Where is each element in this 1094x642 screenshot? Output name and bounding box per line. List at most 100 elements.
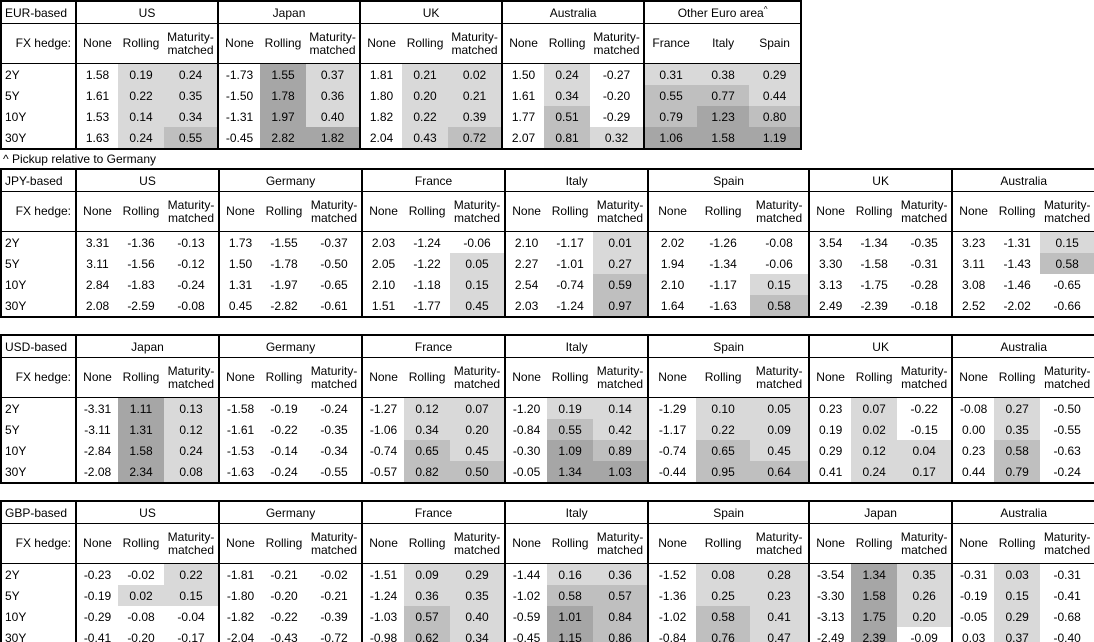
data-cell: -0.29 bbox=[602, 109, 631, 124]
data-cell: -0.19 bbox=[951, 585, 995, 606]
data-cell: 0.03 bbox=[994, 563, 1041, 585]
data-cell: 0.80 bbox=[749, 106, 802, 127]
data-cell: 2.10 bbox=[647, 274, 697, 295]
data-cell: 0.58 bbox=[547, 585, 594, 606]
data-cell: 1.94 bbox=[647, 253, 697, 274]
data-cell: -1.73 bbox=[217, 63, 261, 85]
data-cell: -0.65 bbox=[1053, 277, 1081, 292]
data-cell: 1.73 bbox=[218, 231, 262, 253]
data-cell: 0.22 bbox=[118, 85, 164, 106]
data-cell: 0.86 bbox=[593, 627, 649, 642]
data-cell: -0.45 bbox=[217, 127, 261, 149]
data-cell: -1.58 bbox=[860, 256, 888, 271]
data-cell: -2.08 bbox=[75, 461, 118, 483]
data-cell: 0.51 bbox=[544, 106, 591, 127]
data-cell: -1.53 bbox=[218, 440, 262, 461]
data-cell: 0.58 bbox=[994, 440, 1041, 461]
data-cell: 0.89 bbox=[593, 440, 649, 461]
hedge-type-header: None bbox=[808, 357, 852, 398]
data-cell: -1.17 bbox=[709, 277, 737, 292]
data-cell: 0.09 bbox=[404, 563, 451, 585]
data-cell: -0.35 bbox=[320, 422, 348, 437]
data-cell: 0.37 bbox=[994, 627, 1041, 642]
country-group-header: France bbox=[361, 169, 506, 192]
hedge-type-header: None bbox=[951, 191, 995, 232]
tenor-label: 30Y bbox=[5, 130, 27, 145]
data-cell: -0.05 bbox=[951, 606, 995, 627]
country-group-header: Australia bbox=[501, 1, 645, 24]
data-cell: -0.57 bbox=[361, 461, 405, 483]
data-cell: -1.63 bbox=[709, 298, 737, 313]
country-group-header: Germany bbox=[218, 501, 363, 524]
data-cell: 0.31 bbox=[643, 63, 698, 85]
data-cell: -1.18 bbox=[413, 277, 441, 292]
data-cell: -1.17 bbox=[647, 419, 697, 440]
data-cell: 0.77 bbox=[697, 85, 750, 106]
hedge-type-header: Rolling bbox=[696, 357, 751, 398]
data-cell: 0.23 bbox=[951, 440, 995, 461]
hedge-type-header: None bbox=[951, 523, 995, 564]
data-cell: -0.31 bbox=[910, 256, 938, 271]
data-cell: 0.08 bbox=[164, 461, 220, 483]
data-cell: -0.61 bbox=[320, 298, 348, 313]
data-cell: 0.09 bbox=[750, 419, 810, 440]
hedge-type-header: Rolling bbox=[260, 23, 307, 64]
data-cell: 1.34 bbox=[547, 461, 594, 483]
data-cell: 0.08 bbox=[696, 563, 751, 585]
data-cell: -0.50 bbox=[1053, 401, 1081, 416]
usd-based-table: USD-based Japan Germany France Italy Spain UK A… bbox=[0, 334, 1094, 484]
hedge-type-header: None bbox=[504, 357, 548, 398]
data-cell: 1.75 bbox=[851, 606, 898, 627]
hedge-type-header: Rolling bbox=[402, 23, 449, 64]
base-currency-label: USD-based bbox=[1, 335, 76, 358]
fx-hedge-label: FX hedge: bbox=[1, 523, 76, 564]
hedge-type-header: Rolling bbox=[261, 191, 308, 232]
data-cell: 3.30 bbox=[808, 253, 852, 274]
data-cell: -0.30 bbox=[504, 440, 548, 461]
data-cell: 1.63 bbox=[75, 127, 118, 149]
fx-hedge-label: FX hedge: bbox=[1, 23, 76, 64]
data-cell: 1.82 bbox=[306, 127, 361, 149]
data-cell: -1.55 bbox=[270, 235, 298, 250]
data-cell: -1.77 bbox=[413, 298, 441, 313]
data-cell: 1.97 bbox=[260, 106, 307, 127]
data-cell: 1.82 bbox=[359, 106, 403, 127]
data-cell: -0.08 bbox=[951, 397, 995, 419]
hedge-type-header: None bbox=[359, 23, 403, 64]
data-cell: 0.23 bbox=[750, 585, 810, 606]
data-cell: 0.02 bbox=[448, 63, 503, 85]
data-cell: -1.27 bbox=[361, 397, 405, 419]
fx-hedge-label: FX hedge: bbox=[1, 357, 76, 398]
data-cell: 0.59 bbox=[593, 274, 649, 295]
country-group-header: US bbox=[74, 1, 219, 24]
data-cell: -0.39 bbox=[320, 609, 348, 624]
data-cell: 0.72 bbox=[448, 127, 503, 149]
data-cell: 0.02 bbox=[851, 419, 898, 440]
data-cell: 1.31 bbox=[118, 419, 164, 440]
hedge-type-header: Rolling bbox=[544, 23, 591, 64]
data-cell: 2.10 bbox=[504, 231, 548, 253]
data-cell: 3.31 bbox=[75, 231, 118, 253]
data-cell: -0.20 bbox=[602, 88, 631, 103]
data-cell: 0.19 bbox=[547, 397, 594, 419]
hedge-type-header: Maturity-matched bbox=[750, 191, 810, 232]
data-cell: 0.45 bbox=[450, 295, 506, 317]
data-cell: 0.24 bbox=[118, 127, 164, 149]
data-cell: -0.31 bbox=[951, 563, 995, 585]
hedge-type-header: Maturity-matched bbox=[593, 357, 649, 398]
data-cell: 0.36 bbox=[306, 85, 361, 106]
data-cell: -0.50 bbox=[320, 256, 348, 271]
data-cell: 0.15 bbox=[450, 274, 506, 295]
hedge-type-header: Maturity-matched bbox=[897, 357, 953, 398]
data-cell: 0.57 bbox=[404, 606, 451, 627]
data-cell: 0.10 bbox=[696, 397, 751, 419]
hedge-type-header: Maturity-matched bbox=[1040, 523, 1094, 564]
hedge-type-header: Maturity-matched bbox=[897, 191, 953, 232]
data-cell: 1.34 bbox=[851, 563, 898, 585]
data-cell: -2.02 bbox=[1003, 298, 1031, 313]
base-currency-label: GBP-based bbox=[1, 501, 76, 524]
hedge-type-header: Maturity-matched bbox=[306, 23, 361, 64]
hedge-type-header: Rolling bbox=[118, 523, 164, 564]
data-cell: -0.45 bbox=[504, 627, 548, 642]
data-cell: -0.27 bbox=[602, 67, 631, 82]
